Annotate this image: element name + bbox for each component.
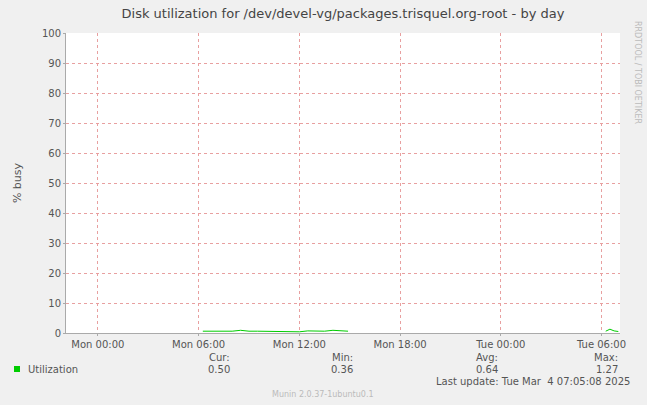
- svg-text:0.50: 0.50: [208, 364, 230, 375]
- svg-text:40: 40: [48, 208, 61, 219]
- svg-text:Last update: Tue Mar 4 07:05:: Last update: Tue Mar 4 07:05:08 2025: [436, 376, 630, 387]
- svg-text:20: 20: [48, 268, 61, 279]
- svg-text:Mon 00:00: Mon 00:00: [71, 339, 124, 350]
- svg-text:70: 70: [48, 118, 61, 129]
- svg-text:0.36: 0.36: [331, 364, 353, 375]
- svg-text:1.27: 1.27: [596, 364, 618, 375]
- svg-text:30: 30: [48, 238, 61, 249]
- svg-text:60: 60: [48, 148, 61, 159]
- svg-text:Cur:: Cur:: [209, 352, 230, 363]
- svg-text:Munin 2.0.37-1ubuntu0.1: Munin 2.0.37-1ubuntu0.1: [272, 390, 374, 399]
- svg-text:Utilization: Utilization: [28, 364, 78, 375]
- svg-text:Max:: Max:: [594, 352, 618, 363]
- svg-text:80: 80: [48, 88, 61, 99]
- svg-text:RRDTOOL / TOBI OETIKER: RRDTOOL / TOBI OETIKER: [633, 21, 642, 124]
- svg-text:0.64: 0.64: [476, 364, 498, 375]
- svg-text:Disk utilization for /dev/deve: Disk utilization for /dev/devel-vg/packa…: [122, 6, 565, 21]
- svg-text:Mon 18:00: Mon 18:00: [374, 339, 427, 350]
- svg-text:10: 10: [48, 298, 61, 309]
- svg-text:Mon 12:00: Mon 12:00: [273, 339, 326, 350]
- svg-text:Tue 00:00: Tue 00:00: [475, 339, 525, 350]
- svg-text:Mon 06:00: Mon 06:00: [172, 339, 225, 350]
- svg-text:90: 90: [48, 58, 61, 69]
- svg-text:100: 100: [42, 28, 61, 39]
- svg-text:Min:: Min:: [332, 352, 353, 363]
- svg-text:0: 0: [55, 328, 61, 339]
- svg-text:50: 50: [48, 178, 61, 189]
- svg-text:Tue 06:00: Tue 06:00: [576, 339, 626, 350]
- svg-text:% busy: % busy: [11, 162, 24, 203]
- svg-text:Avg:: Avg:: [476, 352, 498, 363]
